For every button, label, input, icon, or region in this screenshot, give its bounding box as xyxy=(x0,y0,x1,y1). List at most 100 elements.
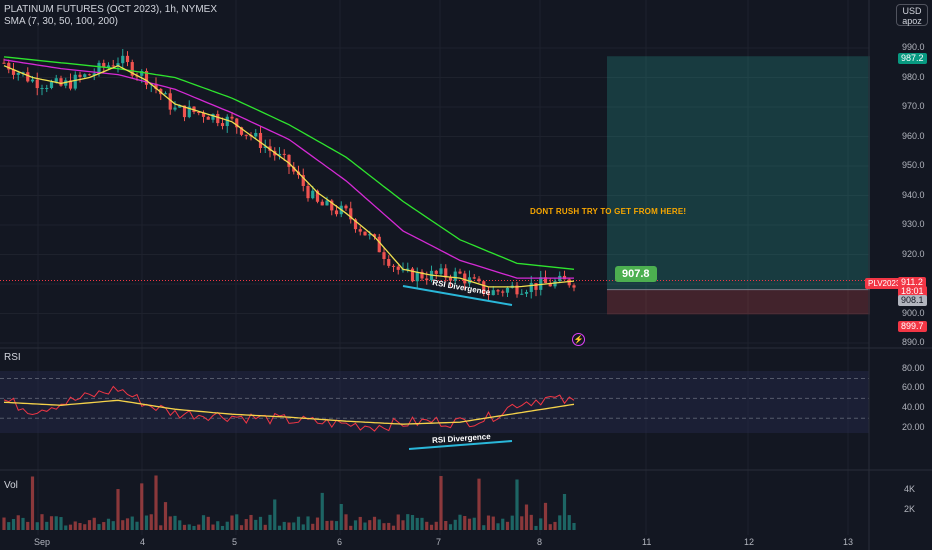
volume-bar xyxy=(49,516,54,530)
stop-zone[interactable] xyxy=(607,289,870,315)
volume-bar xyxy=(349,525,353,530)
candle-body xyxy=(330,200,334,211)
candle-body xyxy=(116,63,120,67)
candle-body xyxy=(320,201,324,206)
time-tick-label: 4 xyxy=(140,537,146,547)
target-zone[interactable] xyxy=(607,56,870,290)
candle-body xyxy=(344,205,348,209)
time-tick-label: 6 xyxy=(337,537,343,547)
volume-bar xyxy=(16,515,20,530)
candle-body xyxy=(154,83,158,89)
volume-bar xyxy=(510,515,514,530)
candle-body xyxy=(225,116,229,127)
candle-body xyxy=(363,231,367,236)
price-divergence-line[interactable] xyxy=(402,285,513,306)
sma-lines xyxy=(3,56,575,288)
volume-bar xyxy=(102,522,106,530)
volume-bar xyxy=(192,525,196,530)
lightning-icon[interactable]: ⚡ xyxy=(572,333,585,346)
volume-bar xyxy=(534,525,538,530)
candle-body xyxy=(235,118,239,128)
candle-body xyxy=(87,74,92,76)
entry-price-tag: 908.1 xyxy=(898,295,927,306)
sma-mid-line xyxy=(3,59,574,279)
volume-bar xyxy=(159,525,163,530)
volume-bar xyxy=(434,521,438,530)
volume-bar xyxy=(420,517,424,530)
volume-bar xyxy=(225,521,229,530)
candle-body xyxy=(325,200,329,206)
candle-body xyxy=(130,62,134,76)
candle-body xyxy=(534,282,538,290)
price-tick-label: 980.0 xyxy=(902,71,925,82)
volume-bar xyxy=(372,516,377,530)
volume-tick-label: 2K xyxy=(904,504,916,514)
candle-body xyxy=(477,278,481,282)
entry-flag[interactable]: 907.8 xyxy=(615,266,657,282)
currency-selector[interactable]: USD apoz xyxy=(896,4,928,26)
volume-bar xyxy=(78,522,82,530)
candle-body xyxy=(425,278,429,281)
candle-body xyxy=(415,271,419,282)
volume-bar xyxy=(287,522,291,530)
volume-bar xyxy=(448,524,453,530)
risk-reward-box[interactable] xyxy=(0,56,870,419)
volume-bar xyxy=(515,479,519,530)
volume-bar xyxy=(168,516,172,530)
volume-bar xyxy=(415,517,419,530)
volume-bar xyxy=(334,521,339,530)
volume-bar xyxy=(263,524,267,530)
candle-body xyxy=(553,281,557,287)
volume-bar xyxy=(26,521,30,530)
volume-bar xyxy=(197,524,201,530)
volume-bar xyxy=(444,520,448,530)
volume-bar xyxy=(396,514,400,530)
volume-bar xyxy=(410,515,415,530)
rsi-divergence-line[interactable] xyxy=(408,440,513,450)
sma-fast-line xyxy=(3,64,575,288)
volume-bar xyxy=(453,519,457,530)
volume-bar xyxy=(339,503,343,530)
volume-bar xyxy=(472,517,476,530)
candle-body xyxy=(349,208,353,220)
candle-body xyxy=(163,93,168,95)
candle-body xyxy=(334,210,339,215)
volume-bar xyxy=(330,520,334,530)
rsi-pane-label: RSI xyxy=(4,352,21,363)
volume-bar xyxy=(539,518,543,530)
volume-bar xyxy=(277,525,282,530)
candle-body xyxy=(377,236,381,253)
candle-body xyxy=(315,190,320,202)
volume-bar xyxy=(520,516,524,530)
volume-bar xyxy=(391,525,396,530)
rsi-line xyxy=(3,385,575,432)
volume-bar xyxy=(163,502,168,530)
candle-body xyxy=(140,71,144,76)
volume-bar xyxy=(187,524,191,530)
trade-note[interactable]: DONT RUSH TRY TO GET FROM HERE! xyxy=(530,207,687,216)
stop-price-tag: 899.7 xyxy=(898,321,927,332)
volume-bar xyxy=(249,514,253,530)
candle-body xyxy=(258,132,263,149)
candle-body xyxy=(30,79,35,82)
volume-bar xyxy=(273,499,277,530)
candle-body xyxy=(448,277,453,281)
volume-bar xyxy=(125,518,130,530)
candle-body xyxy=(16,72,20,75)
volume-bar xyxy=(562,493,567,530)
currency-label: USD xyxy=(902,6,922,16)
price-tick-label: 940.0 xyxy=(902,189,925,200)
volume-bar xyxy=(486,515,491,530)
divergence-lines[interactable] xyxy=(402,285,513,450)
candle-body xyxy=(220,123,225,127)
candle-body xyxy=(102,62,106,68)
candle-body xyxy=(353,219,358,230)
candle-body xyxy=(496,290,500,292)
volume-bar xyxy=(292,522,296,530)
price-tick-label: 960.0 xyxy=(902,130,925,141)
rsi-tick-label: 40.00 xyxy=(902,402,925,413)
candle-body xyxy=(434,270,438,274)
candle-body xyxy=(182,105,187,118)
